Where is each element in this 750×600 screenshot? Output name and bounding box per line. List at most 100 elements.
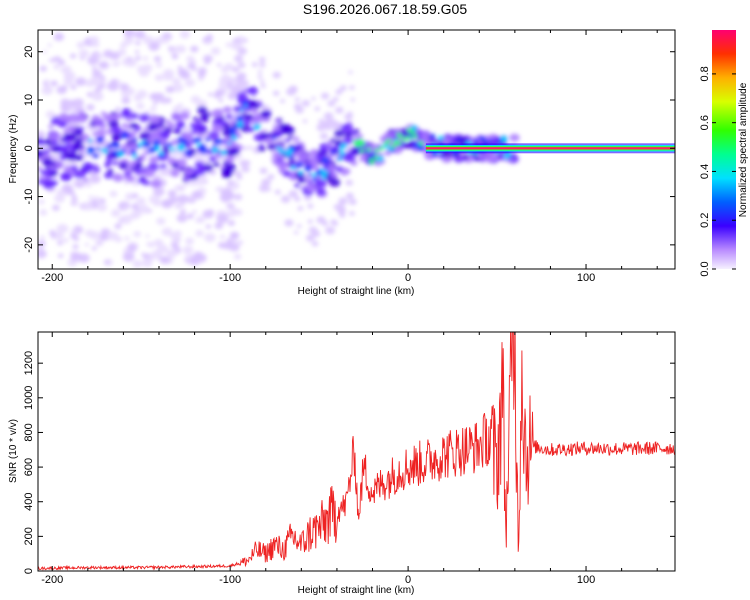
spectrogram-energy-blob <box>159 163 167 170</box>
spectrogram-noise-blob <box>274 189 281 195</box>
spectrogram-noise-blob <box>75 77 87 87</box>
spectrogram-noise-blob <box>136 89 148 99</box>
spectrogram-energy-blob <box>120 143 130 151</box>
spectrogram-energy-blob <box>134 162 143 169</box>
spectrogram-energy-blob <box>330 138 336 143</box>
spectrogram-energy-blob <box>305 184 316 192</box>
spectrogram-noise-blob <box>234 170 242 176</box>
snr-panel: -200 -100 0 100 0 200 400 600 800 1000 1200 Heigh… <box>8 331 676 596</box>
spectrogram-core-blob <box>358 138 364 143</box>
spectrogram-core-blob <box>500 135 508 142</box>
spectrogram-core-blob <box>321 157 330 164</box>
spectrogram-energy-blob <box>423 140 429 145</box>
spectrogram-noise-blob <box>239 79 250 88</box>
spectrogram-noise-blob <box>57 240 64 246</box>
spectrogram-noise-blob <box>47 87 54 92</box>
spectrogram-energy-blob <box>353 129 360 134</box>
spectrogram-core-blob <box>325 164 329 168</box>
spectrogram-noise-blob <box>349 85 355 90</box>
spectrogram-energy-blob <box>228 147 240 156</box>
spectrogram-y-axis: -20 -10 0 10 20 <box>23 46 675 253</box>
spectrogram-core-blob <box>479 136 486 142</box>
spectrogram-noise-blob <box>172 83 184 93</box>
spectrogram-noise-blob <box>297 206 304 211</box>
spectrogram-noise-blob <box>228 242 240 252</box>
y-tick-label: 1200 <box>23 351 35 375</box>
spectrogram-core-blob <box>276 146 282 151</box>
spectrogram-core-blob <box>387 146 393 151</box>
spectrogram-noise-blob <box>84 242 90 247</box>
spectrogram-noise-blob <box>175 45 186 54</box>
y-tick-label: 400 <box>23 493 35 511</box>
spectrogram-noise-blob <box>348 198 357 206</box>
spectrogram-core-blob <box>106 143 113 149</box>
snr-frame <box>37 331 676 572</box>
spectrogram-core-blob <box>92 153 100 159</box>
spectrogram-noise-blob <box>52 204 60 211</box>
spectrogram-energy-blob <box>54 161 65 169</box>
spectrogram-noise-blob <box>38 130 46 140</box>
spectrogram-core-blob <box>373 155 379 160</box>
spectrogram-energy-blob <box>60 172 72 182</box>
spectrogram-core-blob <box>456 139 462 144</box>
spectrogram-noise-blob <box>216 213 229 224</box>
spectrogram-core-blob <box>489 139 494 143</box>
spectrogram-noise-blob <box>38 144 45 151</box>
spectrogram-noise-blob <box>135 55 142 61</box>
spectrogram-noise-blob <box>114 61 121 66</box>
spectrogram-core-blob <box>227 141 232 145</box>
spectrogram-noise-blob <box>125 192 135 201</box>
spectrogram-noise-blob <box>169 233 177 239</box>
spectrogram-noise-blob <box>119 42 128 49</box>
spectrogram-core-blob <box>142 141 151 148</box>
spectrogram-core-blob <box>147 147 156 154</box>
spectrogram-noise-blob <box>272 71 281 79</box>
spectrogram-core-blob <box>366 151 371 155</box>
spectrogram-energy-blob <box>263 117 271 123</box>
spectrogram-noise-blob <box>226 202 235 210</box>
spectrogram-core-blob <box>394 141 400 146</box>
spectrogram-energy-blob <box>334 129 345 138</box>
spectrogram-noise-blob <box>124 236 130 241</box>
spectrogram-core-blob <box>200 147 208 154</box>
spectrogram-core-blob <box>278 149 285 154</box>
spectrogram-energy-blob <box>136 156 142 161</box>
spectrogram-noise-blob <box>237 61 246 69</box>
spectrogram-core-blob <box>191 137 199 144</box>
spectrogram-noise-blob <box>88 195 94 200</box>
spectrogram-energy-blob <box>330 172 338 178</box>
spectrogram-noise-blob <box>132 259 143 268</box>
spectrogram-blobs <box>38 30 520 268</box>
spectrogram-energy-blob <box>138 113 151 123</box>
spectrogram-noise-blob <box>136 197 146 205</box>
spectrogram-energy-blob <box>316 188 326 196</box>
spectrogram-energy-blob <box>38 166 42 171</box>
spectrogram-image <box>38 30 675 268</box>
spectrogram-noise-blob <box>231 238 238 244</box>
spectrogram-noise-blob <box>154 74 164 82</box>
spectrogram-energy-blob <box>38 149 44 158</box>
spectrogram-energy-blob <box>333 139 343 146</box>
spectrogram-energy-blob <box>288 135 294 140</box>
x-tick-label: 100 <box>577 574 595 586</box>
spectrogram-noise-blob <box>243 160 251 166</box>
spectrogram-energy-blob <box>208 131 220 140</box>
spectrogram-energy-blob <box>488 133 497 140</box>
spectrogram-noise-blob <box>164 97 172 104</box>
spectrogram-noise-blob <box>236 174 243 180</box>
spectrogram-noise-blob <box>267 174 275 180</box>
spectrogram-energy-blob <box>189 123 195 127</box>
spectrogram-noise-blob <box>62 238 69 243</box>
spectrogram-noise-blob <box>218 98 224 103</box>
y-tick-label: -10 <box>23 189 35 205</box>
spectrogram-noise-blob <box>84 181 92 188</box>
spectrogram-noise-blob <box>233 193 243 201</box>
spectrogram-noise-blob <box>137 65 147 74</box>
spectrogram-energy-blob <box>51 140 59 145</box>
spectrogram-noise-blob <box>103 260 110 265</box>
spectrogram-noise-blob <box>238 240 243 245</box>
spectrogram-noise-blob <box>229 231 239 240</box>
snr-x-label: Height of straight line (km) <box>298 585 415 596</box>
spectrogram-noise-blob <box>233 54 244 63</box>
spectrogram-core-blob <box>390 144 396 149</box>
